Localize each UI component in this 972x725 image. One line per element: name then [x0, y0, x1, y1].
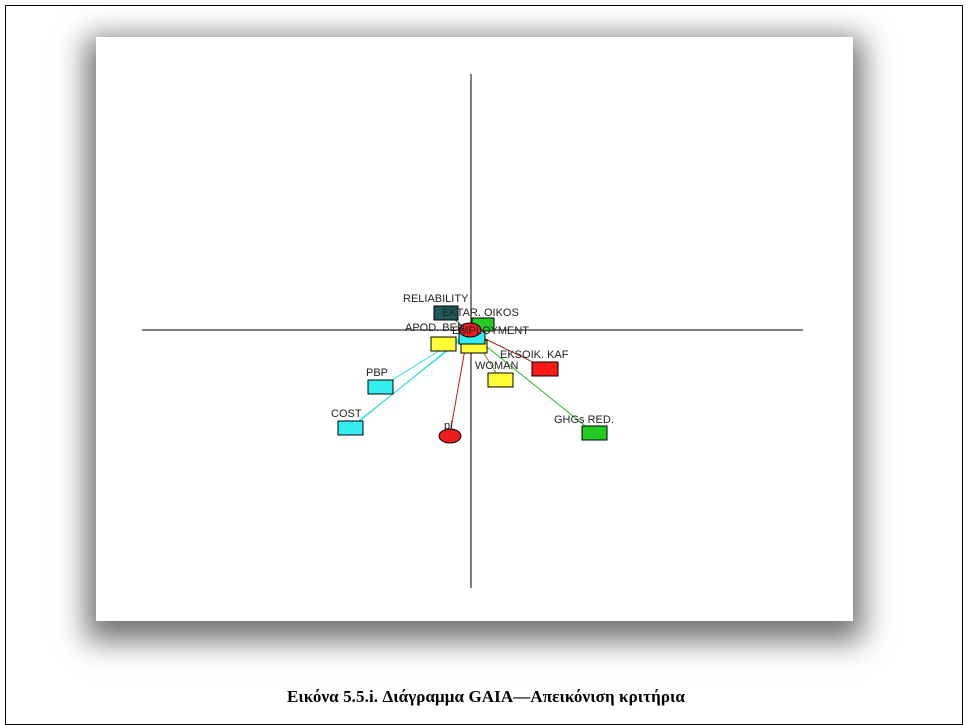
criterion-box-apod-ben [430, 336, 457, 352]
label-eksoik-kaf: EKSOIK. KAF [500, 349, 569, 361]
label-employment: EMPLOYMENT [452, 325, 529, 337]
criterion-box-woman [487, 372, 514, 388]
label-apod-ben: APOD. BEN [405, 322, 465, 334]
pi-marker [438, 428, 462, 444]
label-pbp: PBP [366, 367, 388, 379]
label-woman: WOMAN [475, 360, 518, 372]
label-ektar-oikos: EKTAR. OIKOS [442, 307, 519, 319]
label-ghgs-red: GHGs RED. [554, 414, 614, 426]
label-cost: COST [331, 408, 362, 420]
line-ghgs [470, 333, 595, 434]
figure-caption: Εικόνα 5.5.i. Διάγραμμα GAIA—Απεικόνιση … [286, 687, 686, 706]
criterion-box-cost [337, 420, 364, 436]
label-reliability: RELIABILITY [403, 293, 469, 305]
label-pi: pi [444, 420, 453, 432]
center-marker [458, 322, 482, 338]
criterion-box-pbp [367, 379, 394, 395]
criterion-box-ghgs-red [581, 425, 608, 441]
criterion-box-eksoik-kaf [531, 361, 559, 377]
criterion-box-reliability [433, 305, 459, 321]
